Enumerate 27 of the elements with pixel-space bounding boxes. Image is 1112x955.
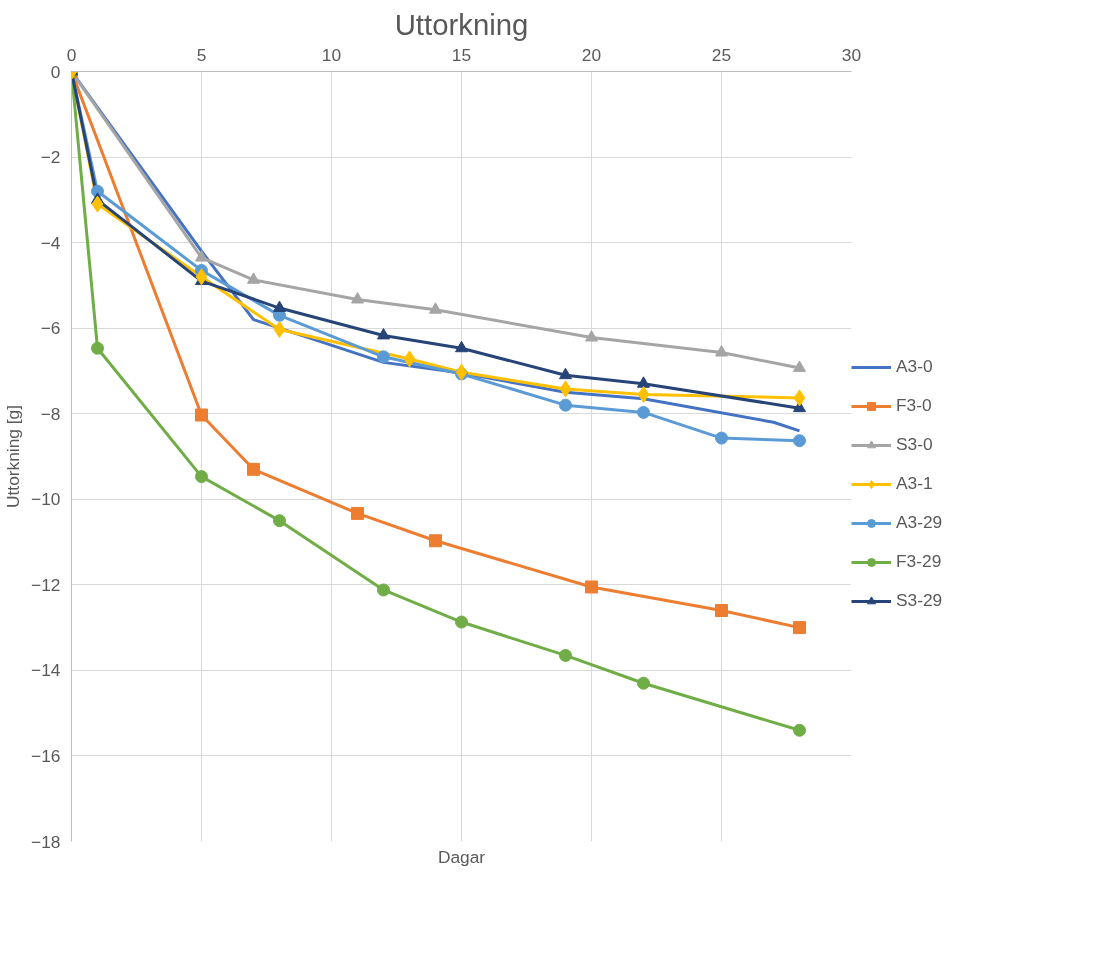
y-tick-label: −8 <box>40 403 61 424</box>
legend-label: A3-0 <box>896 356 933 377</box>
x-tick-label: 10 <box>321 44 342 65</box>
legend-label: F3-29 <box>896 551 942 572</box>
x-tick-label: 15 <box>451 44 472 65</box>
x-axis-title: Dagar <box>437 846 486 867</box>
x-tick-label: 30 <box>841 44 862 65</box>
y-axis-title: Uttorkning [g] <box>3 404 24 509</box>
y-tick-label: −10 <box>31 489 61 510</box>
legend-label: S3-0 <box>896 434 933 455</box>
y-tick-label: −12 <box>31 574 61 595</box>
x-tick-label: 0 <box>66 44 77 65</box>
y-tick-label: −2 <box>40 147 61 168</box>
x-tick-label: 5 <box>196 44 207 65</box>
legend-label: A3-1 <box>896 473 933 494</box>
legend-label: S3-29 <box>896 590 943 611</box>
y-tick-label: −4 <box>40 232 61 253</box>
y-tick-label: 0 <box>50 61 61 82</box>
y-tick-label: −6 <box>40 318 61 339</box>
x-tick-label: 25 <box>711 44 732 65</box>
legend-label: F3-0 <box>896 395 932 416</box>
y-tick-label: −16 <box>31 745 61 766</box>
chart-title: Uttorkning <box>394 7 529 41</box>
y-tick-label: −14 <box>31 660 61 681</box>
x-tick-label: 20 <box>581 44 602 65</box>
y-tick-label: −18 <box>31 831 61 852</box>
legend-label: A3-29 <box>896 512 943 533</box>
